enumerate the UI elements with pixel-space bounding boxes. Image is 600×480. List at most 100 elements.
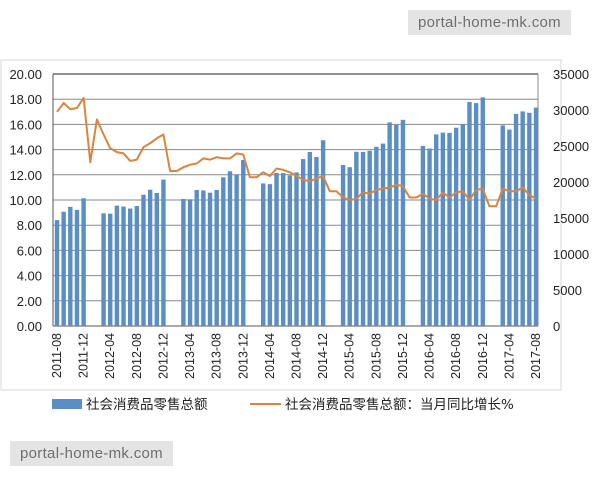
bar-2014-07 <box>287 175 293 326</box>
bar-2016-07 <box>447 132 452 326</box>
left-axis-tick: 18.00 <box>9 92 42 107</box>
bar-2017-08 <box>533 107 539 327</box>
bar-2015-04 <box>347 167 352 326</box>
x-tick-label: 2017-08 <box>529 333 543 379</box>
right-axis-tick: 30000 <box>553 103 589 118</box>
right-axis-tick: 35000 <box>553 67 589 82</box>
bar-2016-12 <box>480 97 485 326</box>
bar-2015-05 <box>354 151 359 326</box>
bar-2014-05 <box>274 173 279 326</box>
bar-2011-09 <box>61 211 66 326</box>
bar-2016-08 <box>453 127 459 326</box>
bar-2013-12 <box>241 159 246 326</box>
bar-2014-10 <box>307 151 313 326</box>
bar-2012-07 <box>127 208 133 326</box>
bar-2013-03 <box>181 198 186 326</box>
left-axis-tick: 16.00 <box>9 117 42 132</box>
bar-2017-04 <box>507 129 512 326</box>
bar-2012-08 <box>134 206 140 326</box>
right-axis-tick: 15000 <box>553 211 589 226</box>
bar-2016-06 <box>440 132 446 326</box>
x-tick-label: 2016-04 <box>423 333 437 379</box>
bar-2016-09 <box>460 124 466 326</box>
bar-2015-10 <box>387 122 392 326</box>
bar-2016-10 <box>467 101 472 326</box>
right-axis-tick: 20000 <box>553 175 589 190</box>
bar-2014-04 <box>267 184 273 326</box>
bar-2015-06 <box>360 151 366 326</box>
left-axis-tick: 4.00 <box>17 269 42 284</box>
x-tick-label: 2011-12 <box>77 333 91 378</box>
bar-2013-07 <box>207 192 213 326</box>
bar-2014-06 <box>280 173 286 326</box>
x-tick-label: 2012-08 <box>130 333 144 379</box>
bar-2012-12 <box>161 179 166 326</box>
x-tick-label: 2016-12 <box>476 333 490 379</box>
left-axis-tick: 0.00 <box>17 319 42 334</box>
bar-2012-09 <box>141 194 146 326</box>
x-tick-label: 2013-04 <box>183 333 197 379</box>
legend-line-label: 社会消费品零售总额：当月同比增长% <box>285 397 514 413</box>
bar-2014-03 <box>261 183 266 326</box>
growth-line <box>56 96 537 208</box>
x-tick-label: 2012-12 <box>156 333 170 379</box>
left-axis-tick: 6.00 <box>17 243 42 258</box>
bar-2014-12 <box>320 140 326 326</box>
bar-2014-11 <box>314 156 319 326</box>
left-axis-tick: 2.00 <box>17 294 42 309</box>
bar-2015-09 <box>380 143 386 326</box>
legend-bar-swatch <box>52 399 82 409</box>
bar-2015-08 <box>374 146 379 326</box>
bar-2017-03 <box>500 125 505 326</box>
bar-2015-07 <box>367 150 372 326</box>
left-axis-tick: 8.00 <box>17 218 42 233</box>
bar-2016-04 <box>427 148 432 326</box>
bar-2015-12 <box>400 119 406 326</box>
left-axis-tick: 20.00 <box>9 67 42 82</box>
bar-2014-08 <box>294 172 299 326</box>
watermark-top: portal-home-mk.com <box>408 10 571 35</box>
right-axis-tick: 25000 <box>553 139 589 154</box>
bar-2013-06 <box>201 190 206 326</box>
bar-2011-08 <box>54 220 60 326</box>
bar-2013-09 <box>221 177 226 326</box>
bar-2015-03 <box>340 165 346 326</box>
bar-2012-06 <box>121 206 126 326</box>
x-tick-label: 2013-08 <box>210 333 224 379</box>
x-tick-label: 2014-12 <box>316 333 330 379</box>
bar-2016-03 <box>420 146 426 326</box>
bar-2013-08 <box>214 190 219 326</box>
right-axis-tick: 10000 <box>553 247 589 262</box>
x-tick-label: 2015-08 <box>369 333 383 379</box>
bar-2012-10 <box>147 189 153 326</box>
x-tick-label: 2015-12 <box>396 333 410 379</box>
x-tick-label: 2017-04 <box>502 333 516 379</box>
bar-2016-05 <box>434 134 439 326</box>
bar-2012-04 <box>108 213 113 326</box>
bar-2011-12 <box>81 198 86 326</box>
bar-2017-05 <box>513 113 519 326</box>
bar-2012-03 <box>101 213 106 326</box>
bar-2011-10 <box>68 206 73 326</box>
x-tick-label: 2016-08 <box>449 333 463 379</box>
x-tick-label: 2014-04 <box>263 333 277 379</box>
watermark-bottom: portal-home-mk.com <box>10 441 173 466</box>
left-axis-tick: 12.00 <box>9 168 42 183</box>
bar-2013-04 <box>187 199 193 326</box>
bar-2013-05 <box>194 190 199 326</box>
bar-2015-11 <box>394 124 399 326</box>
left-axis-tick: 14.00 <box>9 143 42 158</box>
right-axis-tick: 5000 <box>553 283 582 298</box>
chart-frame <box>0 59 562 391</box>
bar-2012-11 <box>154 192 159 326</box>
x-tick-label: 2015-04 <box>343 333 357 379</box>
bar-2012-05 <box>114 205 120 326</box>
x-tick-label: 2011-08 <box>50 333 64 378</box>
bar-2013-10 <box>227 171 233 326</box>
x-tick-label: 2012-04 <box>103 333 117 379</box>
bar-2017-07 <box>527 112 532 326</box>
x-tick-label: 2013-12 <box>236 333 250 379</box>
bar-2017-06 <box>520 111 525 326</box>
legend-bar-label: 社会消费品零售总额 <box>86 397 208 413</box>
